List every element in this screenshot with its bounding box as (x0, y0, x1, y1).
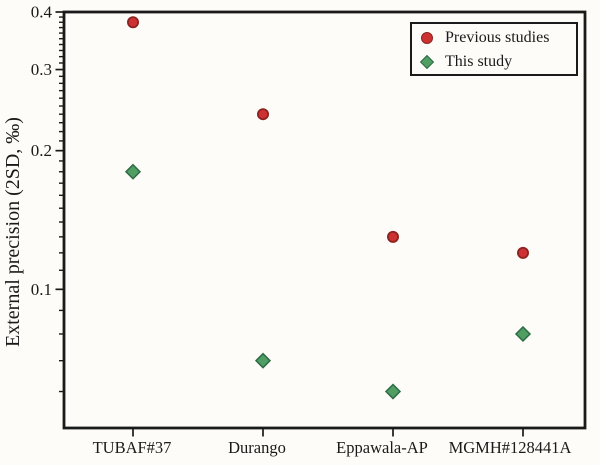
x-axis-category-label-eppawala-ap: Eppawala-AP (336, 438, 428, 457)
point-this-study-eppawala-ap (384, 383, 402, 400)
point-this-study-tubaf-37 (124, 163, 142, 180)
y-axis-tick-label: 0.1 (31, 280, 52, 299)
data-points-group (124, 16, 532, 400)
green-diamond-marker-icon (419, 54, 435, 70)
legend-item-this-study: This study (419, 50, 576, 74)
y-axis-tick-label: 0.3 (31, 60, 52, 79)
legend-item-previous-studies: Previous studies (421, 26, 576, 50)
plot-frame (62, 10, 587, 430)
legend-label-this-study: This study (445, 53, 513, 70)
x-axis-category-label-durango: Durango (228, 438, 286, 457)
axis-ticks-group (55, 11, 524, 437)
legend-label-previous-studies: Previous studies (445, 29, 550, 46)
point-this-study-durango (254, 352, 272, 369)
legend: Previous studies This study (410, 22, 578, 76)
x-axis-category-label-tubaf-37: TUBAF#37 (93, 438, 172, 457)
point-this-study-mgmh-128441a (514, 325, 532, 343)
point-previous-studies-mgmh-128441a (517, 246, 530, 259)
y-axis-title: External precision (2SD, ‰) (2, 117, 24, 347)
y-axis-tick-label: 0.2 (31, 141, 52, 160)
y-axis-tick-label: 0.4 (31, 3, 53, 22)
plot-frame-group (62, 10, 587, 430)
point-previous-studies-eppawala-ap (386, 230, 399, 243)
point-previous-studies-durango (256, 108, 269, 121)
x-axis-category-label-mgmh-128441a: MGMH#128441A (449, 438, 572, 457)
point-previous-studies-tubaf-37 (127, 16, 140, 29)
red-circle-marker-icon (421, 32, 433, 44)
axis-labels-group: 0.4 0.3 0.2 0.1 TUBAF#37 Durango Eppawala-AP MG… (31, 3, 572, 458)
